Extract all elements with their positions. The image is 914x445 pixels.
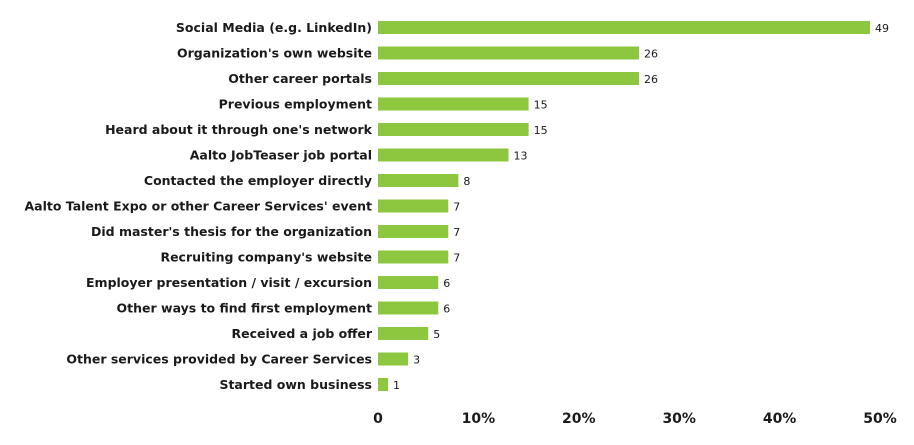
- bar-other-ways-to-find-first-employment: [378, 301, 439, 315]
- value-label-social-media-e-g-linkedin: 49: [875, 22, 889, 35]
- x-tick-label-1: 10%: [462, 411, 496, 427]
- bar-heard-about-it-through-one-s-network: [378, 123, 529, 136]
- value-label-aalto-talent-expo-or-other-career-services-event: 7: [453, 201, 460, 214]
- bar-aalto-talent-expo-or-other-career-services-event: [378, 199, 449, 213]
- value-label-other-ways-to-find-first-employment: 6: [443, 303, 450, 316]
- x-tick-label-2: 20%: [562, 411, 596, 427]
- value-label-contacted-the-employer-directly: 8: [463, 175, 470, 188]
- bar-recruiting-company-s-website: [378, 250, 449, 264]
- category-label-other-ways-to-find-first-employment: Other ways to find first employment: [117, 301, 372, 316]
- category-label-employer-presentation-visit-excursion: Employer presentation / visit / excursio…: [86, 275, 372, 290]
- category-label-previous-employment: Previous employment: [219, 97, 372, 112]
- category-label-aalto-jobteaser-job-portal: Aalto JobTeaser job portal: [190, 148, 372, 163]
- bar-organization-s-own-website: [378, 46, 640, 60]
- bar-started-own-business: [378, 378, 389, 391]
- value-label-other-services-provided-by-career-services: 3: [413, 354, 420, 367]
- category-label-aalto-talent-expo-or-other-career-services-event: Aalto Talent Expo or other Career Servic…: [24, 199, 372, 214]
- bar-social-media-e-g-linkedin: [378, 21, 870, 34]
- bar-aalto-jobteaser-job-portal: [378, 148, 509, 162]
- category-label-recruiting-company-s-website: Recruiting company's website: [160, 250, 372, 265]
- category-label-did-master-s-thesis-for-the-organization: Did master's thesis for the organization: [91, 224, 372, 239]
- category-label-heard-about-it-through-one-s-network: Heard about it through one's network: [105, 122, 373, 137]
- category-label-social-media-e-g-linkedin: Social Media (e.g. LinkedIn): [176, 20, 372, 35]
- value-label-did-master-s-thesis-for-the-organization: 7: [453, 226, 460, 239]
- category-label-other-career-portals: Other career portals: [228, 71, 372, 86]
- value-label-received-a-job-offer: 5: [433, 328, 440, 341]
- category-label-organization-s-own-website: Organization's own website: [177, 46, 372, 61]
- bar-employer-presentation-visit-excursion: [378, 276, 439, 289]
- value-label-heard-about-it-through-one-s-network: 15: [534, 124, 548, 137]
- bar-other-services-provided-by-career-services: [378, 352, 409, 366]
- x-tick-label-4: 40%: [763, 411, 797, 427]
- bar-previous-employment: [378, 97, 529, 111]
- x-tick-label-3: 30%: [662, 411, 696, 427]
- bars: [378, 21, 870, 391]
- category-label-other-services-provided-by-career-services: Other services provided by Career Servic…: [66, 352, 372, 367]
- value-label-employer-presentation-visit-excursion: 6: [443, 277, 450, 290]
- value-label-organization-s-own-website: 26: [644, 48, 658, 61]
- value-label-aalto-jobteaser-job-portal: 13: [514, 150, 528, 163]
- value-label-recruiting-company-s-website: 7: [453, 252, 460, 265]
- value-label-started-own-business: 1: [393, 379, 400, 392]
- category-labels: Social Media (e.g. LinkedIn) Organization…: [24, 20, 372, 392]
- value-label-other-career-portals: 26: [644, 73, 658, 86]
- category-label-received-a-job-offer: Received a job offer: [231, 326, 372, 341]
- x-axis-tick-labels: 0 10% 20% 30% 40% 50%: [373, 411, 897, 427]
- bar-did-master-s-thesis-for-the-organization: [378, 225, 449, 238]
- x-tick-label-0: 0: [373, 411, 383, 427]
- category-label-contacted-the-employer-directly: Contacted the employer directly: [144, 173, 372, 188]
- bar-received-a-job-offer: [378, 327, 429, 340]
- bar-contacted-the-employer-directly: [378, 174, 459, 187]
- value-label-previous-employment: 15: [534, 99, 548, 112]
- bar-other-career-portals: [378, 72, 640, 85]
- category-label-started-own-business: Started own business: [219, 377, 372, 392]
- x-tick-label-5: 50%: [863, 411, 897, 427]
